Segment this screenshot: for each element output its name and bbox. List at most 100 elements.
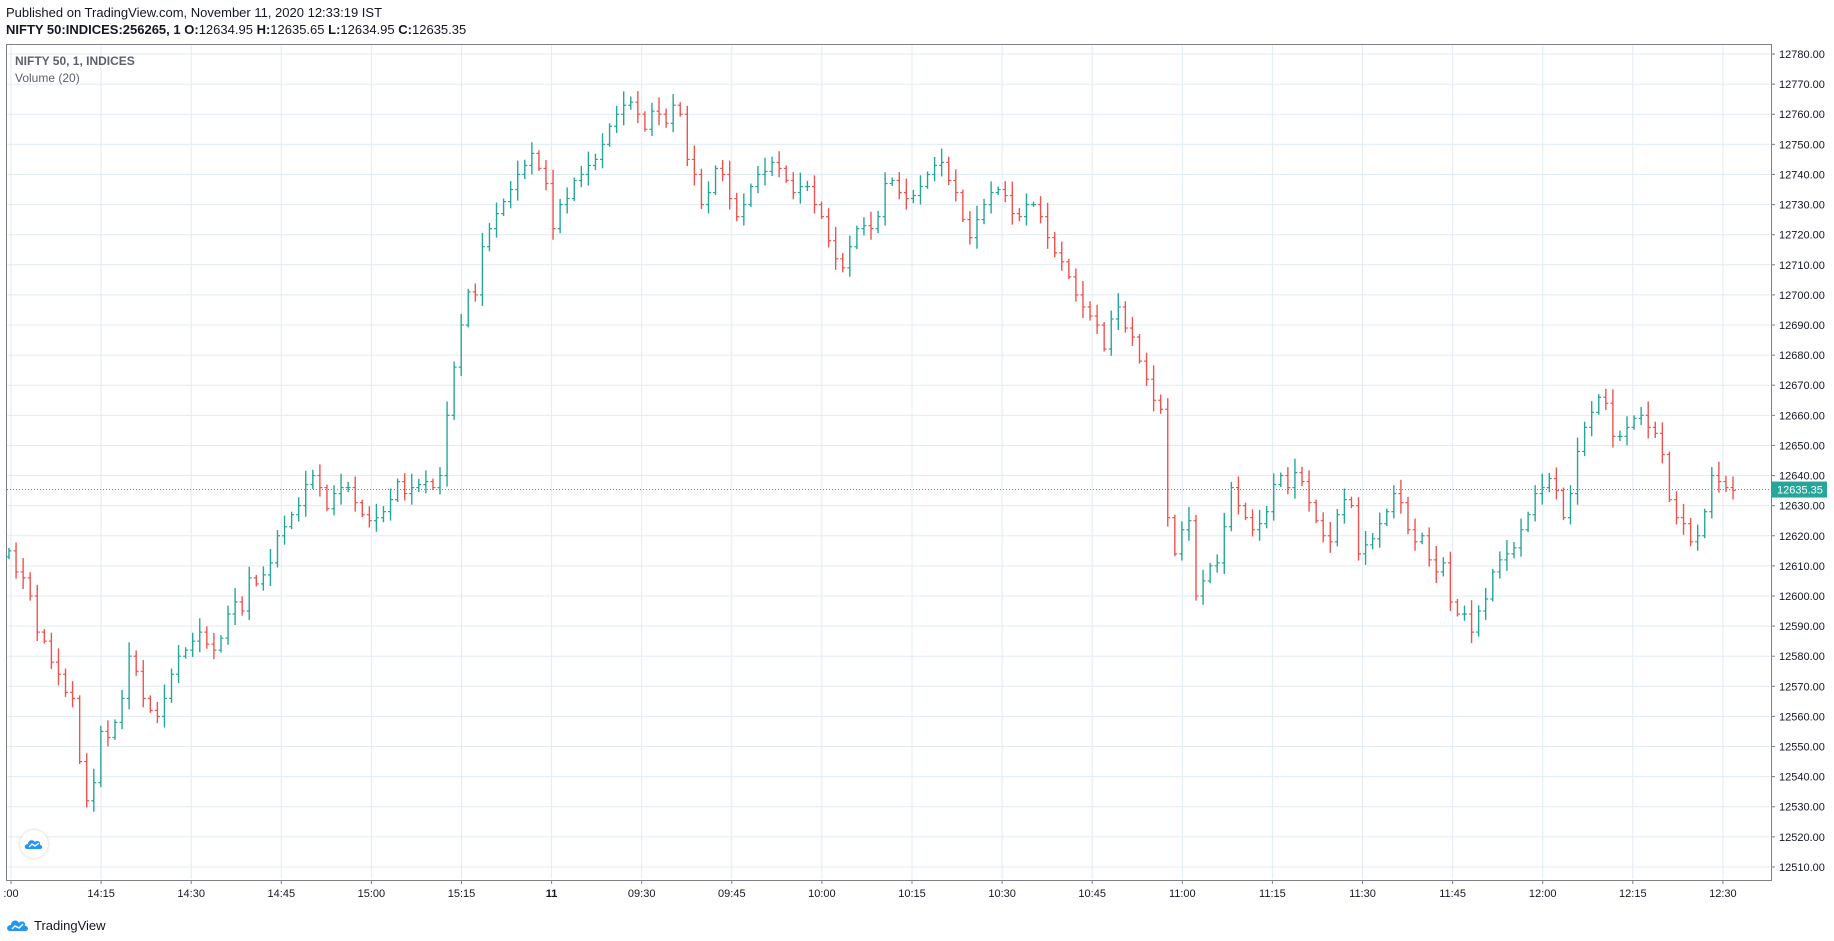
y-tick-label: 12760.00 — [1779, 109, 1825, 121]
ohlc-bar — [430, 478, 436, 491]
ohlc-bar — [720, 160, 726, 182]
y-tick-label: 12750.00 — [1779, 139, 1825, 151]
close-value: 12635.35 — [412, 22, 467, 37]
y-tick-label: 12650.00 — [1779, 440, 1825, 452]
ohlc-bar — [571, 177, 577, 201]
y-tick-label: 12640.00 — [1779, 471, 1825, 483]
x-tick-label: 11:30 — [1349, 888, 1376, 900]
ohlc-bar — [1518, 518, 1524, 557]
ohlc-bar — [1666, 451, 1672, 503]
ohlc-bar — [140, 660, 146, 708]
ohlc-bar — [1419, 532, 1425, 545]
main-series-legend[interactable]: NIFTY 50, 1, INDICES — [15, 54, 135, 68]
y-tick-label: 12510.00 — [1779, 862, 1825, 874]
ohlc-bar — [472, 283, 478, 302]
ohlc-bar — [755, 166, 761, 194]
ohlc-bar — [1108, 310, 1114, 356]
ohlc-bar — [1257, 509, 1263, 541]
ohlc-bar — [218, 635, 224, 653]
ohlc-bar — [282, 515, 288, 545]
ohlc-bar — [776, 151, 782, 178]
ohlc-bar — [642, 111, 648, 132]
ohlc-bar — [522, 159, 528, 180]
y-tick-label: 12590.00 — [1779, 621, 1825, 633]
ohlc-bar — [691, 145, 697, 186]
ohlc-bar — [1356, 497, 1362, 561]
ohlc-bar — [1659, 422, 1665, 464]
y-tick-label: 12720.00 — [1779, 230, 1825, 242]
ohlc-bar — [105, 720, 111, 747]
ohlc-bar — [501, 198, 507, 217]
x-tick-label: 15:00 — [358, 888, 386, 900]
x-tick-label: 10:00 — [808, 888, 836, 900]
x-tick-label: 11 — [546, 888, 558, 900]
ohlc-bar — [204, 626, 210, 649]
high-value: 12635.65 — [270, 22, 325, 37]
x-tick-label: 12:30 — [1709, 888, 1737, 900]
ohlc-bar — [1306, 470, 1312, 512]
ohlc-bar — [1645, 401, 1651, 439]
ohlc-bar — [988, 181, 994, 214]
ohlc-bar — [543, 160, 549, 191]
ohlc-bar — [790, 172, 796, 200]
y-tick-label: 12600.00 — [1779, 591, 1825, 603]
ohlc-bar — [190, 632, 196, 657]
ohlc-bar — [437, 467, 443, 495]
ohlc-bar — [373, 503, 379, 532]
ohlc-bar — [1398, 479, 1404, 514]
ohlc-bar — [176, 645, 182, 684]
open-value: 12634.95 — [198, 22, 253, 37]
ohlc-bar — [1052, 231, 1058, 258]
ohlc-bar — [967, 211, 973, 245]
y-tick-label: 12550.00 — [1779, 742, 1825, 754]
last-price-label: 12635.35 — [1777, 485, 1823, 497]
open-label: O: — [184, 22, 199, 37]
y-tick-label: 12610.00 — [1779, 561, 1825, 573]
ohlc-bar — [917, 175, 923, 205]
y-tick-label: 12770.00 — [1779, 79, 1825, 91]
ohlc-bar — [1560, 487, 1566, 521]
ohlc-bar — [1299, 466, 1305, 487]
chart-frame — [6, 44, 1772, 881]
volume-indicator-legend[interactable]: Volume (20) — [15, 71, 80, 85]
x-tick-label: 14:45 — [268, 888, 296, 900]
ohlc-bar — [317, 464, 323, 497]
ohlc-bar — [77, 695, 83, 764]
footer-brand: TradingView — [34, 917, 106, 933]
ohlc-bar — [1483, 587, 1489, 620]
ohlc-bar — [1341, 488, 1347, 524]
ohlc-bar — [119, 689, 125, 730]
ohlc-bar — [91, 768, 97, 812]
ohlc-bar — [1709, 467, 1715, 519]
ohlc-bar — [289, 511, 295, 530]
ohlc-bar — [946, 156, 952, 186]
ohlc-bar — [903, 178, 909, 210]
ohlc-bar — [48, 632, 54, 669]
tradingview-cloud-icon[interactable] — [20, 830, 48, 858]
x-tick-label: 12:00 — [1529, 888, 1557, 900]
ohlc-bar — [395, 478, 401, 503]
y-tick-label: 12670.00 — [1779, 380, 1825, 392]
ohlc-bar — [1702, 508, 1708, 539]
ohlc-bar — [550, 169, 556, 240]
ohlc-bar — [112, 719, 118, 740]
x-tick-label: 09:30 — [628, 888, 656, 900]
ohlc-bar — [762, 157, 768, 186]
ohlc-bar — [607, 123, 613, 147]
tradingview-logo-icon — [7, 920, 28, 931]
x-tick-label: 12:15 — [1619, 888, 1647, 900]
ohlc-bar — [345, 481, 351, 493]
ohlc-bar — [267, 549, 273, 586]
ohlc-bar — [713, 165, 719, 195]
ohlc-bar — [932, 157, 938, 182]
ohlc-bar — [126, 642, 132, 710]
ohlc-bar — [20, 558, 26, 589]
ohlc-bar — [819, 201, 825, 220]
ohlc-bar — [260, 566, 266, 591]
y-tick-label: 12620.00 — [1779, 531, 1825, 543]
ohlc-bar — [1151, 365, 1157, 412]
ohlc-bar — [621, 91, 627, 126]
ohlc-bar — [515, 160, 521, 201]
ohlc-bar — [508, 181, 514, 209]
